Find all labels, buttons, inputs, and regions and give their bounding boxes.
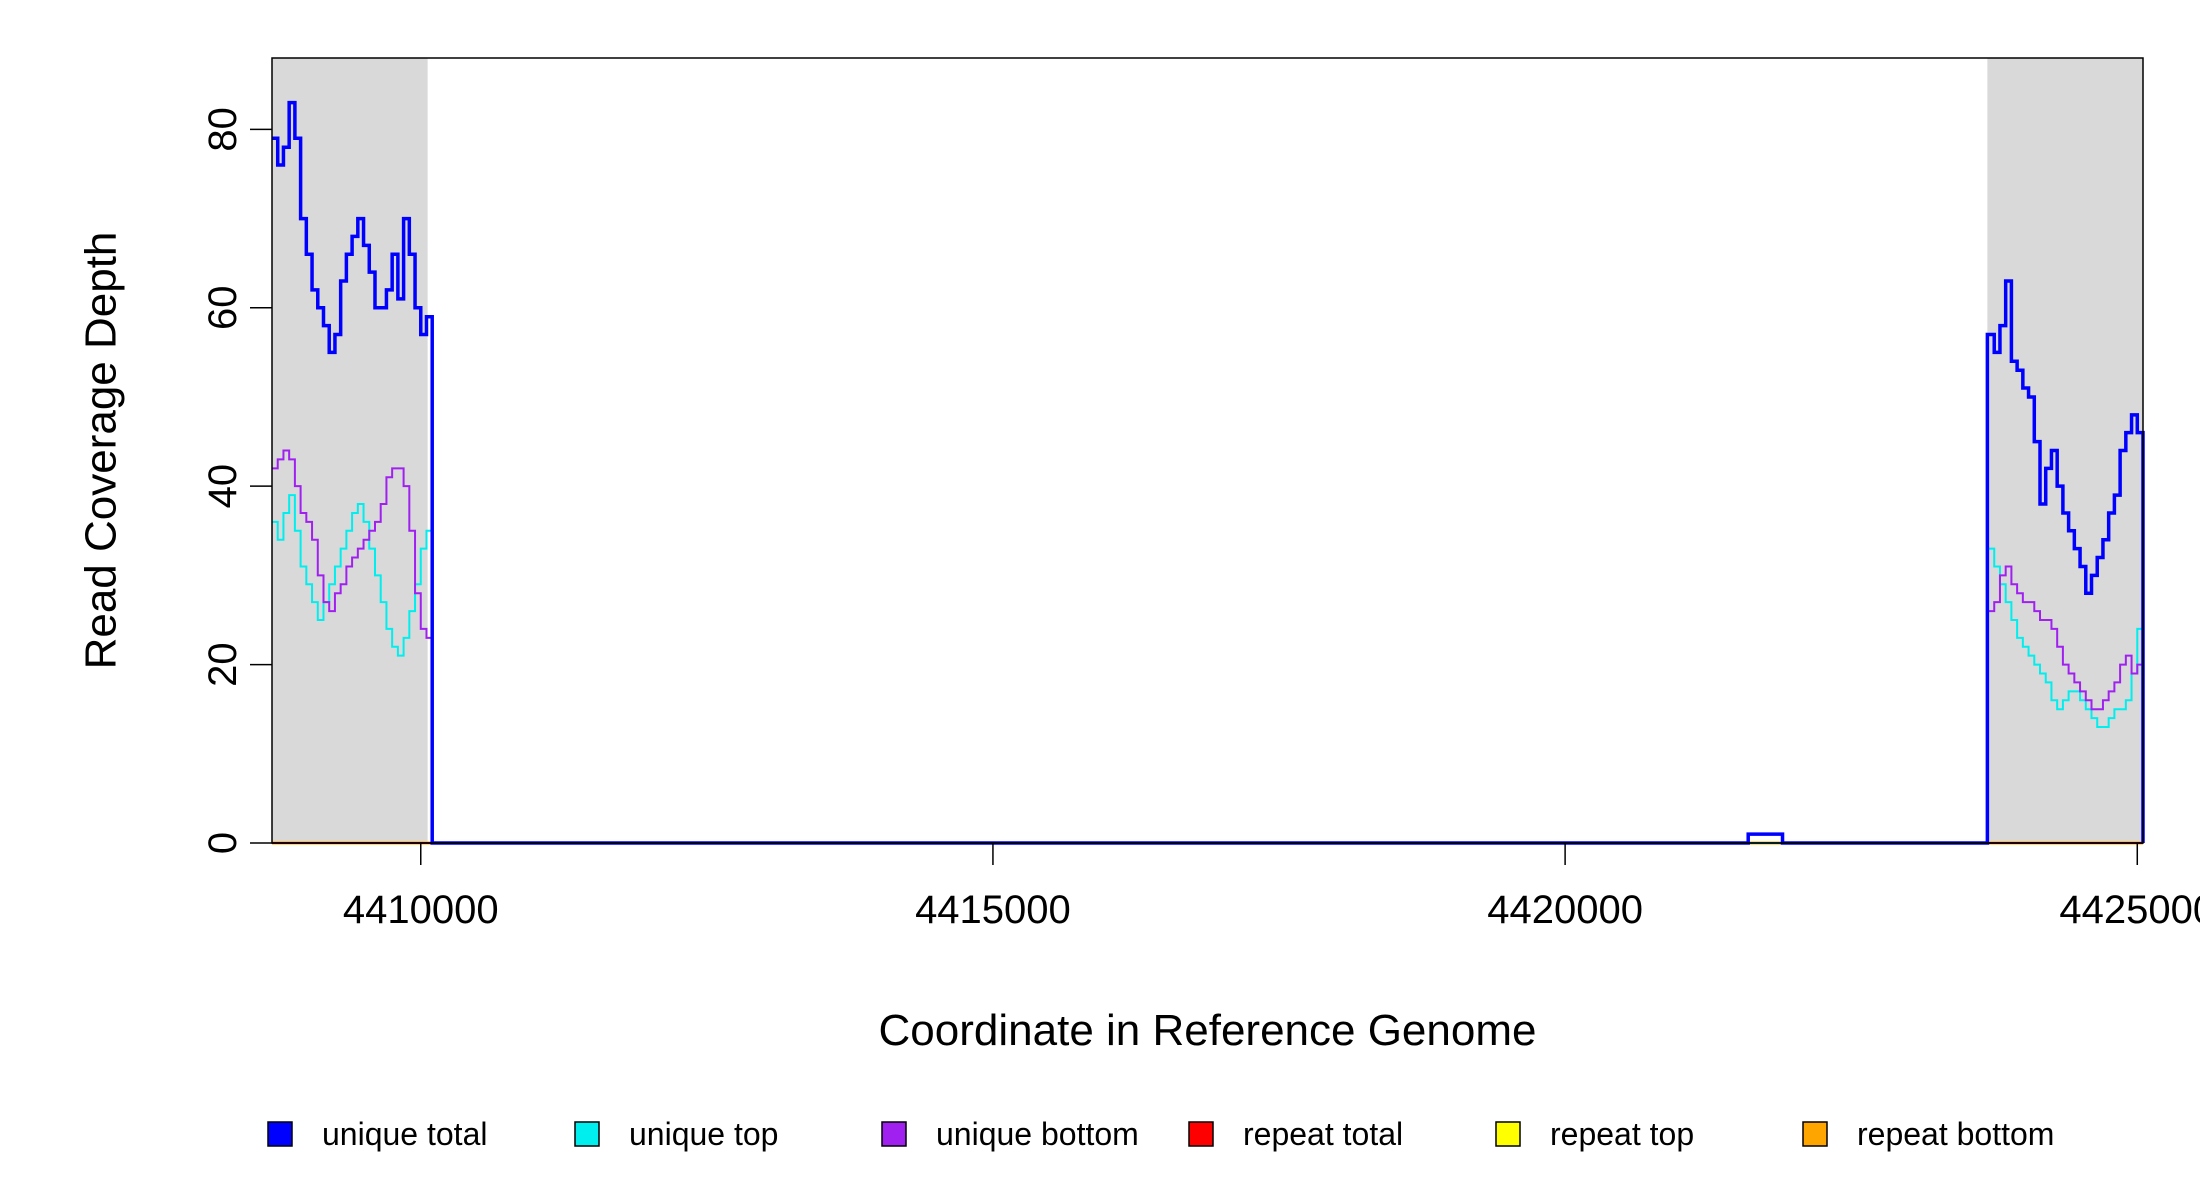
x-tick-label: 4415000 bbox=[915, 888, 1071, 932]
y-tick-label: 40 bbox=[201, 464, 245, 509]
legend-label-unique-total: unique total bbox=[322, 1116, 487, 1152]
legend: unique total unique top unique bottom repea… bbox=[267, 1116, 2054, 1152]
legend-swatch-unique-top bbox=[574, 1121, 600, 1147]
legend-label-unique-top: unique top bbox=[629, 1116, 778, 1152]
legend-swatch-unique-bottom bbox=[881, 1121, 907, 1147]
x-tick-label: 4425000 bbox=[2059, 888, 2200, 932]
legend-label-repeat-total: repeat total bbox=[1243, 1116, 1403, 1152]
legend-swatch-repeat-bottom bbox=[1802, 1121, 1828, 1147]
legend-swatch-unique-total bbox=[267, 1121, 293, 1147]
shaded-region-1 bbox=[272, 58, 428, 843]
y-tick-label: 60 bbox=[201, 286, 245, 331]
series-line-unique-top bbox=[272, 494, 2144, 844]
plot-frame bbox=[271, 57, 2144, 844]
shaded-regions bbox=[272, 58, 2143, 843]
shaded-region-2 bbox=[1987, 58, 2143, 843]
series-lines bbox=[272, 100, 2145, 845]
x-axis-title: Coordinate in Reference Genome bbox=[879, 1006, 1537, 1055]
y-axis-title: Read Coverage Depth bbox=[76, 232, 125, 670]
legend-label-repeat-bottom: repeat bottom bbox=[1857, 1116, 2054, 1152]
legend-swatch-repeat-top bbox=[1495, 1121, 1521, 1147]
x-axis: 4410000 4415000 4420000 4425000 bbox=[272, 842, 2200, 932]
legend-label-repeat-top: repeat top bbox=[1550, 1116, 1694, 1152]
x-tick-label: 4410000 bbox=[343, 888, 499, 932]
y-tick-label: 20 bbox=[201, 642, 245, 687]
legend-label-unique-bottom: unique bottom bbox=[936, 1116, 1139, 1152]
y-tick-label: 0 bbox=[201, 832, 245, 854]
series-line-unique-total bbox=[272, 100, 2145, 845]
legend-swatch-repeat-total bbox=[1188, 1121, 1214, 1147]
y-tick-label: 80 bbox=[201, 107, 245, 152]
x-tick-label: 4420000 bbox=[1487, 888, 1643, 932]
y-axis: 0 20 40 60 80 bbox=[201, 107, 272, 854]
series-line-unique-bottom bbox=[272, 449, 2144, 844]
